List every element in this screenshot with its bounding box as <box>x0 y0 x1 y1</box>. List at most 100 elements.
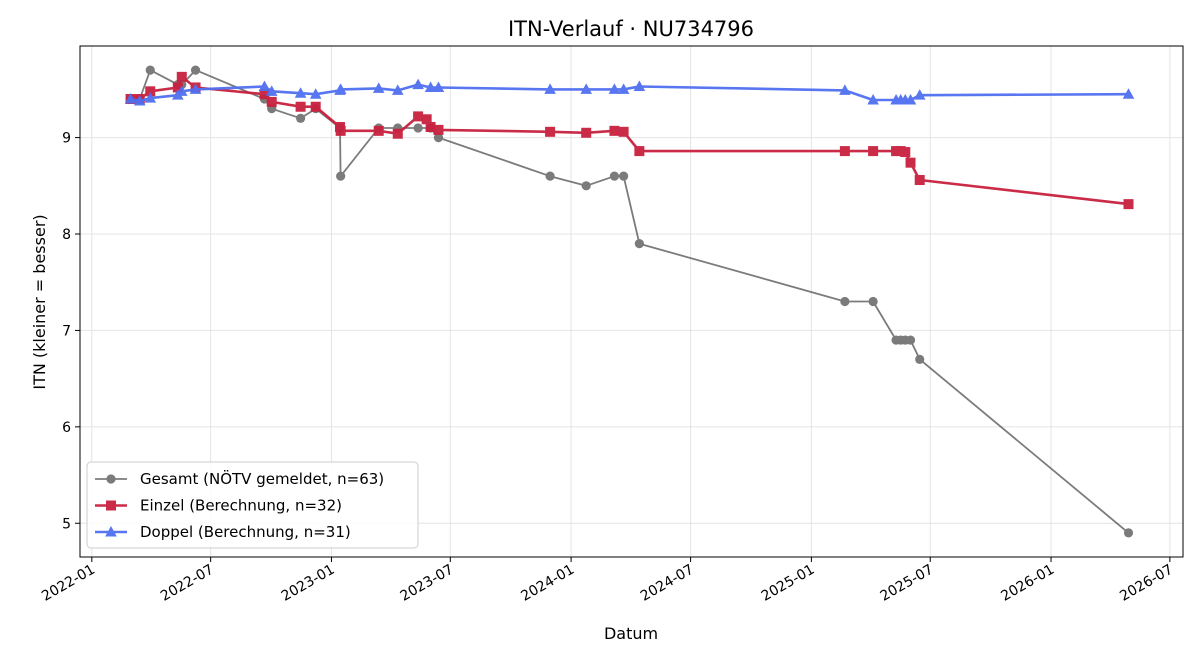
x-tick-label: 2022-01 <box>39 562 98 605</box>
data-point-doppel <box>432 81 445 92</box>
data-point-doppel <box>913 89 926 100</box>
data-point-doppel <box>175 85 188 96</box>
x-tick-label: 2024-07 <box>638 562 697 605</box>
legend-label: Doppel (Berechnung, n=31) <box>140 523 351 541</box>
x-tick-label: 2026-07 <box>1117 562 1176 605</box>
data-point-doppel <box>424 81 437 92</box>
legend-label: Gesamt (NÖTV gemeldet, n=63) <box>140 469 384 488</box>
data-point-doppel <box>867 93 879 105</box>
x-tick-label: 2022-07 <box>158 562 217 605</box>
data-point-doppel <box>133 94 146 106</box>
data-point-doppel <box>334 83 347 94</box>
data-point-gesamt <box>545 171 555 181</box>
data-point-gesamt <box>840 296 850 307</box>
data-point-einzel <box>900 147 911 158</box>
data-point-einzel <box>425 121 436 132</box>
legend-label: Einzel (Berechnung, n=32) <box>140 497 342 515</box>
data-point-doppel <box>124 93 137 104</box>
data-point-doppel <box>580 83 592 94</box>
data-point-gesamt <box>296 113 306 123</box>
data-point-einzel <box>914 175 925 186</box>
legend-marker <box>105 526 117 537</box>
data-point-gesamt <box>581 181 591 191</box>
y-tick-label: 7 <box>62 323 71 339</box>
data-point-doppel <box>372 82 385 93</box>
legend-box <box>86 461 419 549</box>
data-point-einzel <box>433 124 444 135</box>
data-point-einzel <box>618 126 629 137</box>
x-tick-label: 2025-07 <box>878 562 937 605</box>
data-point-gesamt <box>433 132 444 143</box>
legend-entry-einzel <box>95 500 127 511</box>
data-point-gesamt <box>619 171 629 181</box>
data-point-einzel <box>868 146 879 157</box>
data-point-gesamt <box>609 171 620 181</box>
x-tick-label: 2025-01 <box>759 562 818 605</box>
data-point-gesamt <box>336 171 346 181</box>
x-tick-label: 2026-01 <box>998 562 1057 605</box>
data-point-gesamt <box>634 239 644 249</box>
data-point-doppel <box>144 92 157 103</box>
data-point-einzel <box>413 111 424 122</box>
series-doppel <box>124 78 1135 106</box>
x-tick-label: 2023-01 <box>279 562 338 605</box>
legend-marker <box>106 500 116 511</box>
data-point-gesamt <box>1123 528 1134 538</box>
x-tick-label: 2023-07 <box>398 562 457 605</box>
data-point-einzel <box>609 125 620 136</box>
data-point-einzel <box>839 146 850 157</box>
legend-entry-gesamt <box>95 474 127 484</box>
data-point-einzel <box>259 89 270 100</box>
data-point-einzel <box>310 101 321 112</box>
y-axis-label: ITN (kleiner = besser) <box>30 214 49 389</box>
data-point-doppel <box>258 80 271 91</box>
data-point-gesamt <box>413 123 423 133</box>
data-point-doppel <box>904 93 917 105</box>
data-point-doppel <box>391 84 404 95</box>
legend: Gesamt (NÖTV gemeldet, n=63) Einzel (Bere… <box>86 461 419 549</box>
data-point-einzel <box>176 71 187 82</box>
data-point-einzel <box>295 101 306 112</box>
data-point-gesamt <box>905 335 916 345</box>
data-point-doppel <box>412 78 424 90</box>
plot-series <box>124 65 1135 538</box>
data-point-einzel <box>421 114 432 125</box>
data-point-einzel <box>266 96 277 107</box>
data-point-gesamt <box>190 65 201 75</box>
data-point-doppel <box>189 83 202 94</box>
data-point-gesamt <box>868 296 878 307</box>
data-point-doppel <box>617 83 630 94</box>
data-point-doppel <box>608 83 621 94</box>
data-point-einzel <box>335 125 346 136</box>
legend-marker <box>106 474 116 484</box>
data-point-gesamt <box>145 65 155 75</box>
x-axis-ticks: 2022-01 2022-07 2023-01 2023-07 2024-01 2024-… <box>39 557 1176 605</box>
data-point-doppel <box>294 87 307 98</box>
x-tick-label: 2024-01 <box>518 562 577 605</box>
data-point-doppel <box>839 84 851 95</box>
legend-entry-doppel <box>95 526 127 537</box>
y-tick-label: 9 <box>62 131 71 147</box>
y-tick-label: 5 <box>62 516 71 532</box>
y-tick-label: 8 <box>62 227 71 243</box>
series-line-doppel <box>130 83 1129 103</box>
chart-title: ITN-Verlauf · NU734796 <box>508 17 754 41</box>
data-point-einzel <box>1123 199 1134 210</box>
data-point-doppel <box>1122 88 1135 99</box>
y-tick-label: 6 <box>62 420 71 436</box>
data-point-doppel <box>265 85 278 96</box>
data-point-einzel <box>545 126 556 137</box>
data-point-gesamt <box>915 354 925 364</box>
data-point-doppel <box>633 80 646 91</box>
data-point-doppel <box>309 88 322 99</box>
data-point-doppel <box>544 83 556 94</box>
data-point-einzel <box>373 125 384 136</box>
data-point-einzel <box>392 128 403 139</box>
data-point-einzel <box>581 127 592 138</box>
data-point-einzel <box>145 86 156 97</box>
data-point-einzel <box>172 82 183 93</box>
data-point-einzel <box>634 146 645 157</box>
x-axis-label: Datum <box>604 624 658 643</box>
data-point-einzel <box>905 157 916 168</box>
